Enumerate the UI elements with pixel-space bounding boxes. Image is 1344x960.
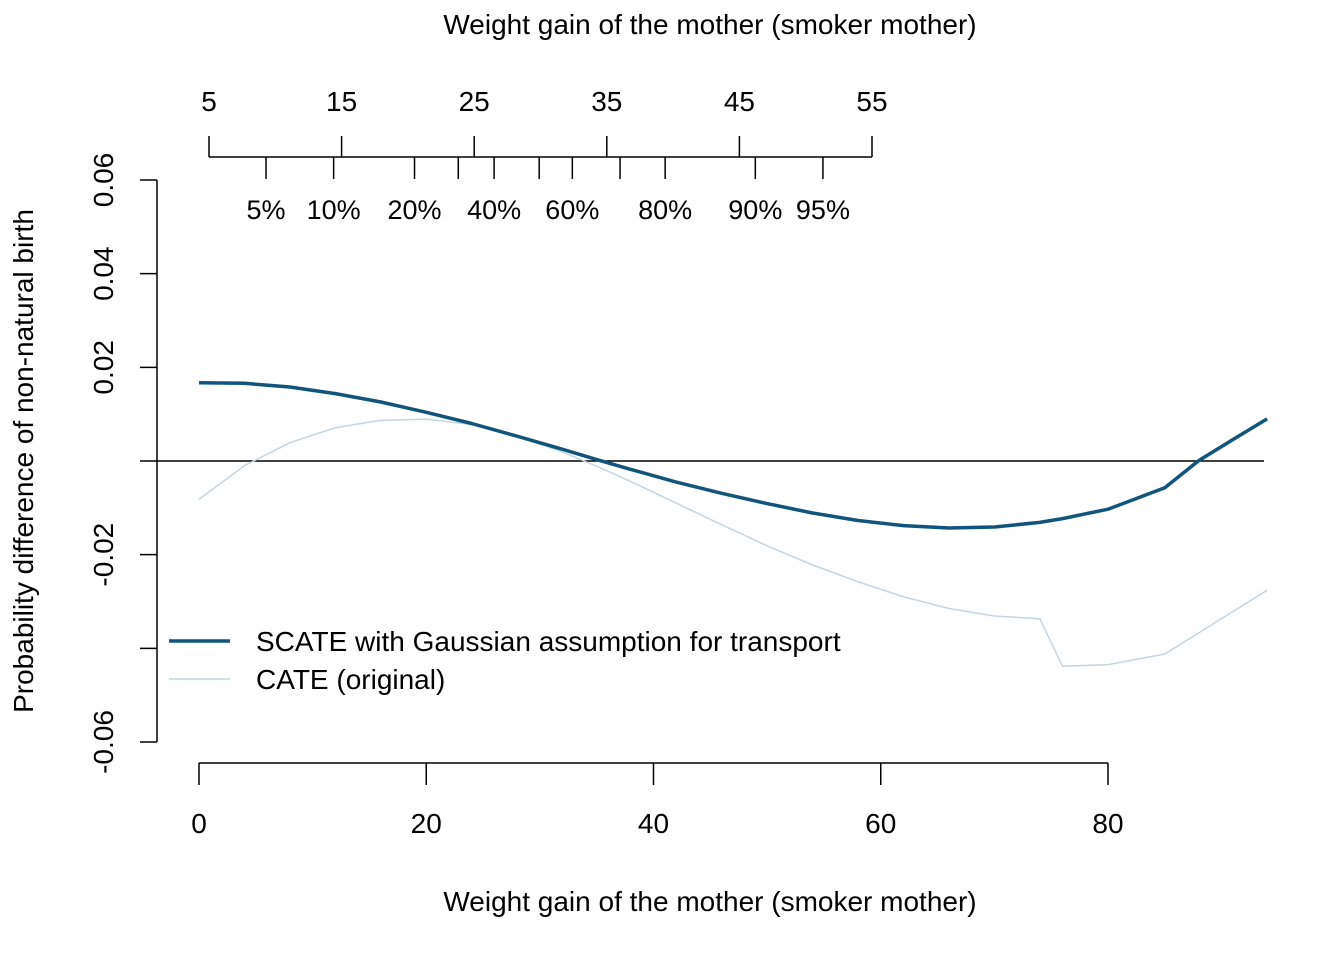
series-line-cate <box>198 418 1268 667</box>
percentile-label: 90% <box>728 195 782 225</box>
x-tick-label: 0 <box>191 808 207 839</box>
percentile-label: 20% <box>388 195 442 225</box>
y-tick-label: -0.02 <box>88 523 119 587</box>
y-tick-label: 0.04 <box>88 246 119 301</box>
y-tick-label: -0.06 <box>88 710 119 774</box>
y-axis: 0.06 0.04 0.02 -0.02 -0.06 <box>88 153 158 774</box>
percentile-label: 40% <box>467 195 521 225</box>
legend: SCATE with Gaussian assumption for trans… <box>169 626 841 695</box>
x-tick-label: 40 <box>638 808 669 839</box>
y-axis-title: Probability difference of non-natural bi… <box>8 209 39 713</box>
legend-label-cate: CATE (original) <box>256 664 445 695</box>
top-tick-label: 55 <box>856 86 887 117</box>
top-tick-label: 15 <box>326 86 357 117</box>
y-tick-label: 0.06 <box>88 153 119 208</box>
percentile-label: 10% <box>307 195 361 225</box>
percentile-label: 5% <box>247 195 286 225</box>
x-tick-label: 20 <box>411 808 442 839</box>
top-tick-label: 25 <box>459 86 490 117</box>
top-tick-label: 5 <box>201 86 217 117</box>
top-tick-label: 35 <box>591 86 622 117</box>
legend-label-scate: SCATE with Gaussian assumption for trans… <box>256 626 841 657</box>
percentile-label: 95% <box>796 195 850 225</box>
x-axis: 0 20 40 60 80 <box>191 762 1124 839</box>
series-line-scate <box>198 381 1269 530</box>
top-tick-label: 45 <box>724 86 755 117</box>
top-axis-title: Weight gain of the mother (smoker mother… <box>443 9 976 40</box>
x-axis-title: Weight gain of the mother (smoker mother… <box>443 886 976 917</box>
percentile-label: 80% <box>638 195 692 225</box>
y-tick-label: 0.02 <box>88 340 119 395</box>
series-group <box>198 381 1269 667</box>
top-axis: 5 15 25 35 45 55 5% 10% 20% 40% 60% 80% 90% 95% <box>201 86 887 225</box>
x-tick-label: 80 <box>1092 808 1123 839</box>
x-tick-label: 60 <box>865 808 896 839</box>
percentile-label: 60% <box>545 195 599 225</box>
